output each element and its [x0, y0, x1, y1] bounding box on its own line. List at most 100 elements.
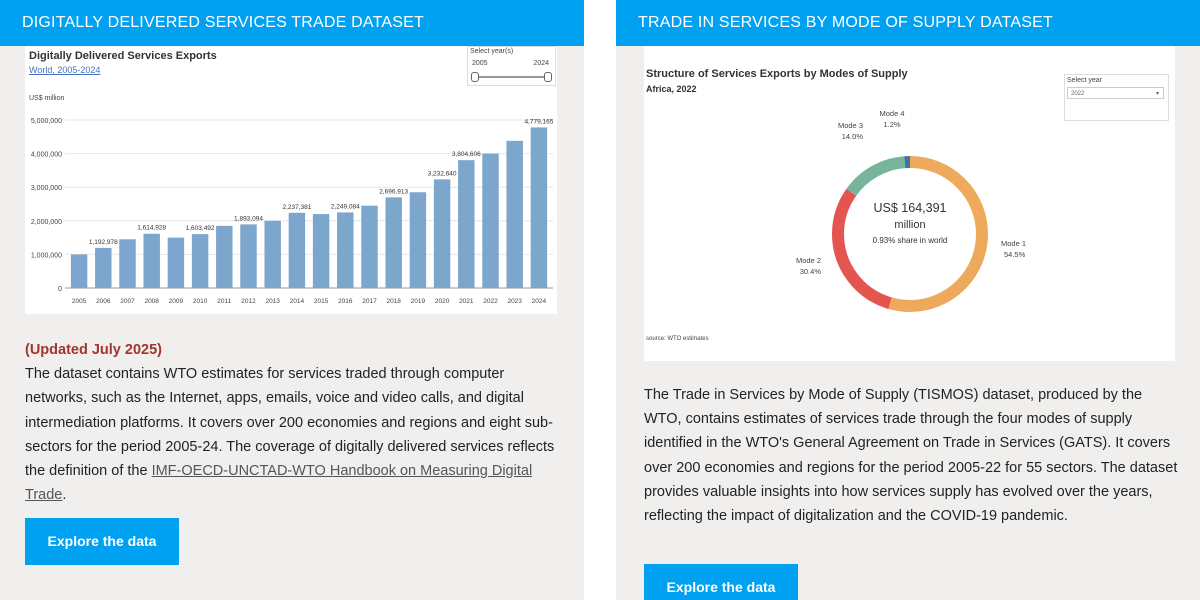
slice-percent: 54.5% — [1004, 250, 1026, 259]
x-tick-label: 2021 — [459, 298, 474, 305]
slice-name: Mode 2 — [796, 256, 821, 265]
donut-chart: Mode 1 54.5% Mode 2 30.4% Mode 3 14.0% Mode 4 1… — [796, 109, 1026, 312]
bar — [409, 192, 427, 288]
explore-data-button[interactable]: Explore the data — [25, 518, 179, 565]
bar — [433, 179, 451, 288]
x-tick-label: 2022 — [483, 298, 498, 305]
x-tick-label: 2014 — [290, 298, 305, 305]
slice-percent: 14.0% — [842, 132, 864, 141]
center-value: US$ 164,391 — [873, 201, 947, 215]
select-label: Select year — [1067, 77, 1103, 84]
chart-subtitle: Africa, 2022 — [646, 84, 697, 94]
description-end: . — [62, 487, 67, 504]
y-tick-label: 5,000,000 — [31, 118, 62, 125]
bar — [95, 247, 112, 288]
data-label: 3,804,606 — [452, 151, 481, 158]
chart-subtitle[interactable]: World, 2005-2024 — [29, 65, 101, 75]
card-title: DIGITALLY DELIVERED SERVICES TRADE DATAS… — [0, 0, 584, 46]
dataset-description: (Updated July 2025) The dataset contains… — [25, 338, 565, 507]
year-range-slider[interactable]: Select year(s) 2005 2024 — [467, 46, 556, 86]
handbook-link[interactable]: IMF-OECD-UNCTAD-WTO Handbook on Measurin… — [25, 463, 533, 504]
x-tick-label: 2018 — [386, 298, 401, 305]
y-tick-label: 2,000,000 — [31, 219, 62, 226]
unit-label: US$ million — [29, 95, 65, 102]
x-tick-label: 2015 — [314, 298, 329, 305]
data-label: 2,249,084 — [331, 203, 360, 210]
description-text: The dataset contains WTO estimates for s… — [25, 366, 555, 480]
center-share: 0.93% share in world — [872, 236, 948, 245]
bar — [264, 220, 281, 288]
data-label: 1,893,094 — [234, 215, 263, 222]
data-label: 2,696,913 — [379, 188, 408, 195]
bar — [312, 214, 330, 288]
data-label: 3,232,640 — [428, 170, 457, 177]
x-tick-label: 2013 — [265, 298, 280, 305]
data-label: 1,603,492 — [186, 225, 215, 232]
slice-percent: 30.4% — [800, 267, 822, 276]
x-tick-label: 2011 — [217, 298, 231, 305]
x-tick-label: 2017 — [362, 298, 377, 305]
bar — [337, 212, 354, 288]
source-note: source: WTO estimates — [646, 336, 709, 342]
bar — [385, 197, 402, 288]
bar — [70, 254, 88, 288]
x-tick-label: 2005 — [72, 298, 87, 305]
bar — [216, 225, 233, 288]
select-value: 2022 — [1071, 91, 1085, 97]
slice-percent: 1.2% — [883, 120, 900, 129]
y-tick-label: 3,000,000 — [31, 185, 62, 192]
x-tick-label: 2019 — [411, 298, 426, 305]
bar — [288, 212, 306, 288]
x-tick-label: 2010 — [193, 298, 208, 305]
slider-to: 2024 — [533, 60, 549, 67]
chart-title: Digitally Delivered Services Exports — [29, 50, 217, 62]
data-label: 1,614,928 — [137, 225, 166, 232]
slider-handle-end[interactable] — [544, 72, 552, 82]
x-tick-label: 2009 — [169, 298, 184, 305]
bar — [143, 233, 160, 288]
x-tick-label: 2023 — [507, 298, 522, 305]
data-label: 4,779,165 — [524, 118, 553, 125]
chevron-down-icon: ▾ — [1155, 91, 1159, 97]
bar-chart-panel: Digitally Delivered Services Exports Wor… — [25, 46, 557, 314]
slider-track — [473, 76, 550, 78]
updated-note: (Updated July 2025) — [25, 342, 162, 358]
bar — [482, 153, 499, 288]
x-tick-label: 2020 — [435, 298, 450, 305]
donut-slice — [832, 156, 988, 312]
bar-chart: 0 1,000,000 2,000,000 3,000,000 4,000,000 5,0… — [31, 118, 554, 305]
year-select[interactable]: 2022 ▾ — [1067, 87, 1164, 99]
bar — [506, 140, 523, 288]
dataset-card-tismos: TRADE IN SERVICES BY MODE OF SUPPLY DATA… — [616, 0, 1200, 600]
chart-title: Structure of Services Exports by Modes o… — [646, 68, 908, 80]
dataset-description: The Trade in Services by Mode of Supply … — [644, 387, 1178, 525]
bar — [191, 234, 209, 288]
slice-name: Mode 1 — [1001, 239, 1026, 248]
x-tick-label: 2007 — [120, 298, 135, 305]
slider-from: 2005 — [472, 60, 488, 67]
bar — [240, 224, 257, 288]
x-tick-label: 2016 — [338, 298, 353, 305]
data-label: 2,237,381 — [282, 204, 311, 211]
y-tick-label: 4,000,000 — [31, 152, 62, 159]
x-tick-label: 2024 — [532, 298, 547, 305]
x-tick-label: 2012 — [241, 298, 256, 305]
year-select-box: Select year 2022 ▾ — [1064, 74, 1169, 121]
x-tick-label: 2008 — [144, 298, 159, 305]
donut-slice — [832, 156, 988, 312]
center-unit: million — [894, 219, 926, 231]
slice-name: Mode 4 — [879, 109, 904, 118]
dataset-card-digital: DIGITALLY DELIVERED SERVICES TRADE DATAS… — [0, 0, 584, 600]
explore-data-button[interactable]: Explore the data — [644, 564, 798, 600]
slider-handle-start[interactable] — [471, 72, 479, 82]
slice-name: Mode 3 — [838, 121, 863, 130]
bar — [167, 237, 185, 288]
bar — [530, 127, 548, 288]
data-label: 1,192,978 — [89, 239, 118, 246]
bar — [458, 160, 475, 288]
slider-label: Select year(s) — [470, 48, 514, 55]
y-tick-label: 1,000,000 — [31, 252, 62, 259]
card-title: TRADE IN SERVICES BY MODE OF SUPPLY DATA… — [616, 0, 1200, 46]
donut-chart-panel: Structure of Services Exports by Modes o… — [644, 46, 1175, 361]
bar — [361, 205, 378, 288]
